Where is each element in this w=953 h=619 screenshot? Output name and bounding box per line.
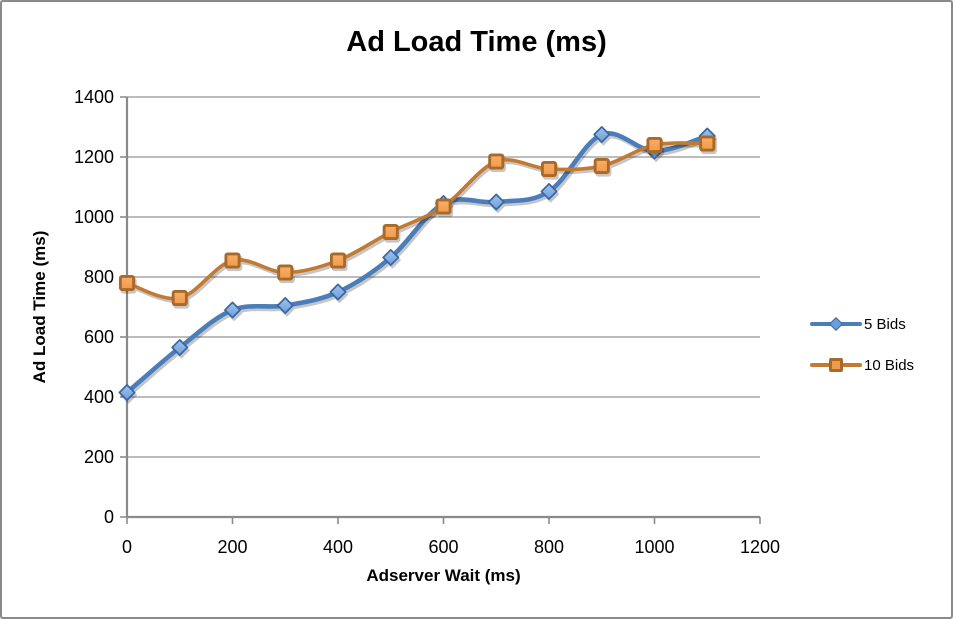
x-tick-label: 200 <box>217 537 248 557</box>
y-tick-label: 1200 <box>73 147 114 167</box>
y-tick-label: 600 <box>83 327 114 347</box>
y-tick-label: 200 <box>83 447 114 467</box>
y-tick-label: 0 <box>103 507 114 527</box>
chart-title: Ad Load Time (ms) <box>346 26 607 58</box>
legend-label: 5 Bids <box>864 315 906 333</box>
x-tick-label: 1000 <box>634 537 675 557</box>
legend: 5 Bids 10 Bids <box>810 313 914 395</box>
x-tick-label: 600 <box>428 537 459 557</box>
y-tick-label: 1400 <box>73 87 114 107</box>
x-tick-label: 0 <box>121 537 132 557</box>
y-tick-label: 400 <box>83 387 114 407</box>
legend-label: 10 Bids <box>864 356 915 374</box>
legend-swatch-10-bids <box>810 357 862 373</box>
legend-swatch-5-bids <box>810 316 862 332</box>
x-tick-label: 1200 <box>739 537 781 557</box>
x-axis-title: Adserver Wait (ms) <box>366 566 521 585</box>
diamond-marker-icon <box>828 316 844 332</box>
y-tick-label: 800 <box>83 267 114 287</box>
legend-item-10-bids: 10 Bids <box>810 354 914 376</box>
square-marker-icon <box>829 358 843 372</box>
legend-item-5-bids: 5 Bids <box>810 313 914 335</box>
y-tick-label: 1000 <box>73 207 114 227</box>
x-tick-label: 400 <box>322 537 354 557</box>
x-tick-label: 800 <box>533 537 565 557</box>
